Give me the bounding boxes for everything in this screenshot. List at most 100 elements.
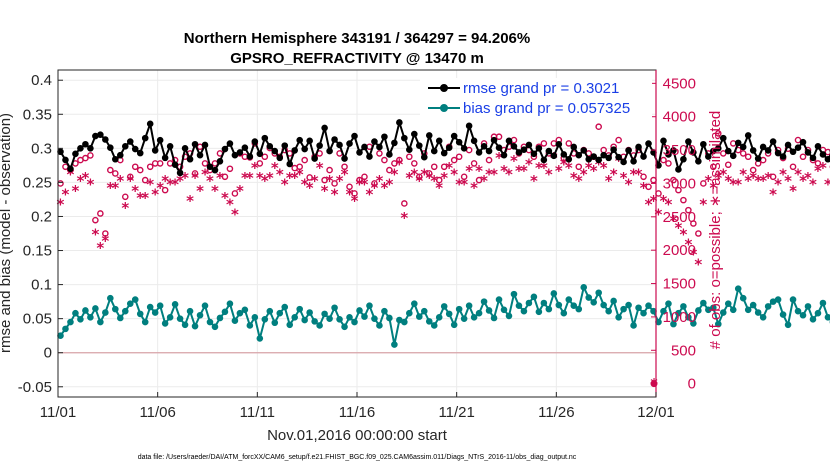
assimilated-obs-marker: * [256, 169, 264, 187]
bias-point [241, 306, 249, 314]
assimilated-obs-marker: * [166, 175, 174, 193]
bias-point [221, 308, 229, 316]
rmse-point [256, 150, 264, 158]
rmse-point [729, 152, 737, 160]
bias-point [465, 302, 473, 310]
assimilated-obs-marker: * [784, 172, 792, 190]
right-axis-ticks: 0 500 1000 1500 2000 2500 3000 3500 4000 4500 [651, 70, 696, 397]
possible-obs-marker [107, 166, 114, 174]
rmse-point [420, 153, 428, 161]
bias-point [610, 297, 617, 305]
assimilated-obs-marker: * [495, 149, 503, 167]
rmse-point [794, 144, 802, 151]
rmse-point [261, 134, 269, 142]
bias-point [575, 305, 583, 313]
assimilated-obs-marker: * [540, 159, 548, 177]
right-axis-label: # of obs: o=possible; ∗=assimilated [707, 111, 724, 350]
possible-obs-marker [296, 163, 303, 171]
bias-point [749, 301, 757, 309]
bias-point [695, 307, 702, 314]
bias-point [236, 309, 244, 317]
possible-obs-marker [306, 174, 313, 181]
assimilated-obs-marker: * [126, 172, 134, 190]
possible-obs-marker [495, 133, 503, 141]
rmse-point [515, 149, 523, 156]
bias-point [166, 313, 174, 321]
assimilated-obs-marker: * [709, 179, 717, 197]
rmse-point [640, 153, 647, 160]
bias-point [386, 314, 393, 322]
bias-point [326, 315, 333, 322]
bias-point [819, 299, 827, 307]
data-file-footnote: data file: /Users/raeder/DAI/ATM_forcXX/… [138, 454, 577, 461]
assimilated-obs-marker: * [734, 175, 742, 193]
rmse-point [620, 158, 627, 166]
assimilated-obs-marker: * [380, 179, 388, 197]
bias-point [525, 299, 533, 307]
assimilated-obs-marker: * [341, 165, 349, 183]
assimilated-obs-marker: * [779, 165, 787, 183]
assimilated-obs-marker: * [440, 169, 448, 187]
assimilated-obs-marker: * [72, 182, 80, 200]
bias-point [57, 332, 64, 339]
assimilated-obs-marker: * [480, 172, 488, 190]
assimilated-obs-marker: * [660, 192, 668, 210]
assimilated-obs-marker: * [410, 165, 418, 183]
rmse-point [430, 147, 438, 155]
rmse-point [670, 147, 677, 154]
assimilated-obs-marker: * [76, 172, 84, 190]
bias-point [734, 285, 742, 292]
rmse-point [72, 150, 79, 158]
possible-obs-marker [87, 152, 94, 159]
possible-obs-marker [112, 170, 119, 177]
rmse-point [510, 143, 518, 150]
assimilated-obs-marker: * [351, 192, 359, 210]
rmse-point [296, 136, 303, 144]
rmse-point [156, 136, 164, 144]
rmse-point [675, 166, 682, 173]
legend-bias-label: bias grand pr = 0.057325 [463, 100, 630, 117]
assimilated-obs-marker: * [57, 195, 65, 213]
possible-obs-marker [146, 163, 154, 171]
rmse-point [306, 137, 313, 145]
possible-obs-marker [351, 190, 358, 197]
assimilated-obs-marker: * [749, 169, 757, 187]
assimilated-obs-marker: * [346, 185, 354, 203]
rmse-point [535, 145, 543, 152]
possible-obs-marker [645, 183, 652, 191]
assimilated-obs-marker: * [754, 172, 762, 190]
assimilated-obs-marker: * [824, 175, 830, 193]
rmse-point [445, 144, 453, 151]
bias-point [116, 314, 124, 322]
bias-point [361, 313, 368, 320]
bias-point [620, 305, 627, 313]
rmse-point [77, 145, 84, 152]
rmse-point [381, 133, 388, 141]
rmse-point [82, 140, 89, 148]
assimilated-obs-marker: * [500, 162, 508, 180]
rmse-point [585, 155, 593, 163]
assimilated-obs-marker: * [560, 155, 568, 173]
chart-subtitle: GPSRO_REFRACTIVITY @ 13470 m [230, 50, 484, 67]
possible-obs-marker [670, 176, 677, 184]
assimilated-obs-marker: * [121, 199, 129, 217]
possible-obs-marker [435, 176, 443, 184]
assimilated-obs-marker: * [111, 179, 119, 197]
assimilated-obs-marker: * [679, 226, 687, 244]
assimilated-obs-marker: * [405, 169, 413, 187]
possible-obs-marker [710, 163, 717, 171]
assimilated-obs-marker: * [271, 159, 279, 177]
assimilated-obs-marker: * [814, 162, 822, 180]
assimilated-obs-marker: * [216, 169, 224, 187]
bias-point [176, 315, 184, 322]
bias-point [346, 313, 353, 321]
assimilated-obs-marker: * [510, 152, 518, 170]
bias-point [321, 310, 328, 318]
assimilated-obs-marker: * [101, 232, 109, 250]
possible-obs-marker [700, 180, 707, 187]
possible-obs-marker [321, 176, 328, 184]
bias-point [680, 303, 687, 310]
rmse-point [550, 152, 558, 160]
assimilated-obs-marker: * [650, 377, 658, 393]
